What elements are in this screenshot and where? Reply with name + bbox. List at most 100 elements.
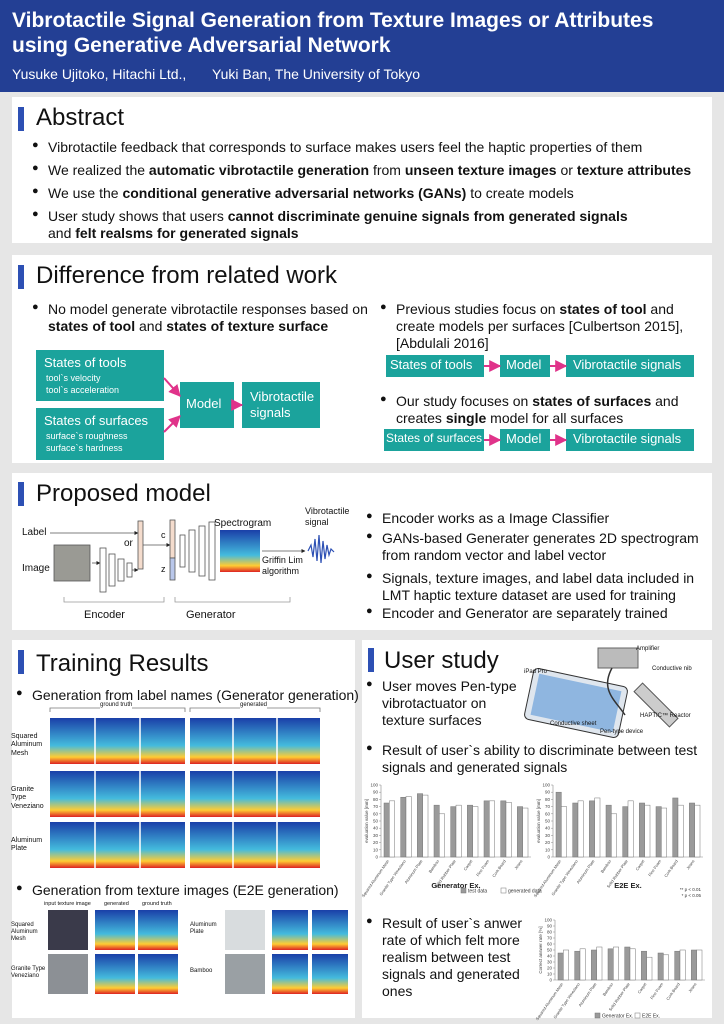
bold-text: automatic vibrotactile generation [148,162,370,178]
column-label: generated [104,901,129,907]
bullet: Result of user`s anwer rate of which fel… [366,915,547,1000]
bullet: User moves Pen-type vibrotactuator on te… [366,678,532,729]
y-tick-label: 40 [547,954,553,959]
bar [557,952,564,981]
bar [694,804,701,858]
device-photo [524,647,679,738]
chart-title: E2E Ex. [614,881,642,890]
bullet-text: Result of user`s ability to discriminate… [382,742,698,776]
bullet: Result of user`s ability to discriminate… [366,742,712,776]
row-label: Granite Type Veneziano [11,786,44,810]
bold-text: cannot discriminate genuine signals from… [227,208,628,224]
text: or [556,162,577,178]
x-tick-label: Jeans [687,982,697,994]
legend-label: E2E Ex. [642,1014,660,1020]
bar [455,804,462,858]
text: Signals, texture images, and label data … [382,570,695,604]
text: No model generate vibrotactile responses… [48,301,368,317]
bold-text: states of texture surface [166,318,329,335]
bullet: Our study focuses on states of surfaces … [380,393,716,427]
heading-bars [18,107,374,674]
bar [389,800,395,858]
text: from [369,162,405,178]
chart-title: Generator Ex. [431,881,480,890]
bar [594,797,601,858]
related-diagram [36,350,694,460]
bar [555,791,562,858]
y-tick-label: 20 [373,840,379,845]
column-label: generated [240,702,268,709]
bar [696,949,703,981]
legend-swatch [594,1012,601,1019]
bar [422,794,429,858]
y-tick-label: 0 [549,978,552,983]
bar [472,806,479,858]
legend-swatch [460,887,467,894]
y-tick-label: 50 [547,948,553,953]
text: We realized the [48,162,149,178]
legend-label: generated data [508,889,542,895]
bar [579,948,586,981]
text: and create models per surfaces [Culberts… [396,301,684,352]
diagram-label: Griffin Lim algorithm [262,555,303,576]
y-tick-label: 0 [547,855,550,860]
bar [467,804,473,858]
y-tick-label: 10 [545,847,551,852]
column-label: ground truth [142,901,172,907]
row-label: Squared Aluminum Mesh [11,922,38,943]
x-tick-label: Jeans [685,859,695,871]
diagram-label: Vibrotactile signal [305,506,350,527]
y-tick-label: 0 [375,855,378,860]
device-label: iPad Pro [524,669,548,675]
bar [605,804,612,858]
bar [522,807,529,858]
box-item: tool`s acceleration [46,385,120,395]
flow-box: States of tools [390,357,473,372]
bar [383,802,390,858]
y-tick-label: 10 [373,847,379,852]
box-item: tool`s velocity [46,373,101,383]
bar [450,806,457,858]
y-tick-label: 40 [373,826,379,831]
bar [400,796,407,858]
bar [607,948,614,981]
text: and [135,318,167,335]
bar [596,946,603,981]
box-item: surface`s roughness [46,431,128,441]
text: model for all surfaces [486,410,624,427]
text: to create models [466,185,574,201]
author: Yusuke Ujitoko, Hitachi Ltd., [12,66,187,82]
bar [657,952,664,981]
bar [689,802,695,858]
box-title: States of tools [44,355,127,370]
bar [500,800,507,858]
bold-text: states of tool [559,301,647,317]
text: Previous studies focus on [396,301,560,317]
x-tick-label: Jeans [513,859,523,871]
bar [577,800,584,858]
y-tick-label: 80 [373,797,379,802]
diagram-label: c [161,530,166,540]
bullet: Vibrotactile feedback that corresponds t… [32,139,718,156]
y-tick-label: 70 [545,804,551,809]
bar [639,802,645,858]
y-tick-label: 40 [545,826,551,831]
bar [674,950,681,981]
bar [489,800,495,858]
bar [483,800,490,858]
flow-box: Model [506,431,542,446]
legend-swatch [500,887,507,894]
bar [622,806,629,858]
column-label: input texture image [44,901,91,907]
y-tick-label: 30 [545,833,551,838]
bullet: Encoder and Generator are separately tra… [366,605,717,622]
bar [677,804,684,858]
device-label: Conductive sheet [550,721,597,727]
bullet: Generation from label names (Generator g… [16,687,372,704]
annotation: * p < 0.05 [682,893,702,898]
flow-box: Vibrotactile signals [573,431,682,446]
y-tick-label: 100 [370,783,378,788]
bullet: No model generate vibrotactile responses… [32,301,368,335]
y-tick-label: 60 [547,942,553,947]
